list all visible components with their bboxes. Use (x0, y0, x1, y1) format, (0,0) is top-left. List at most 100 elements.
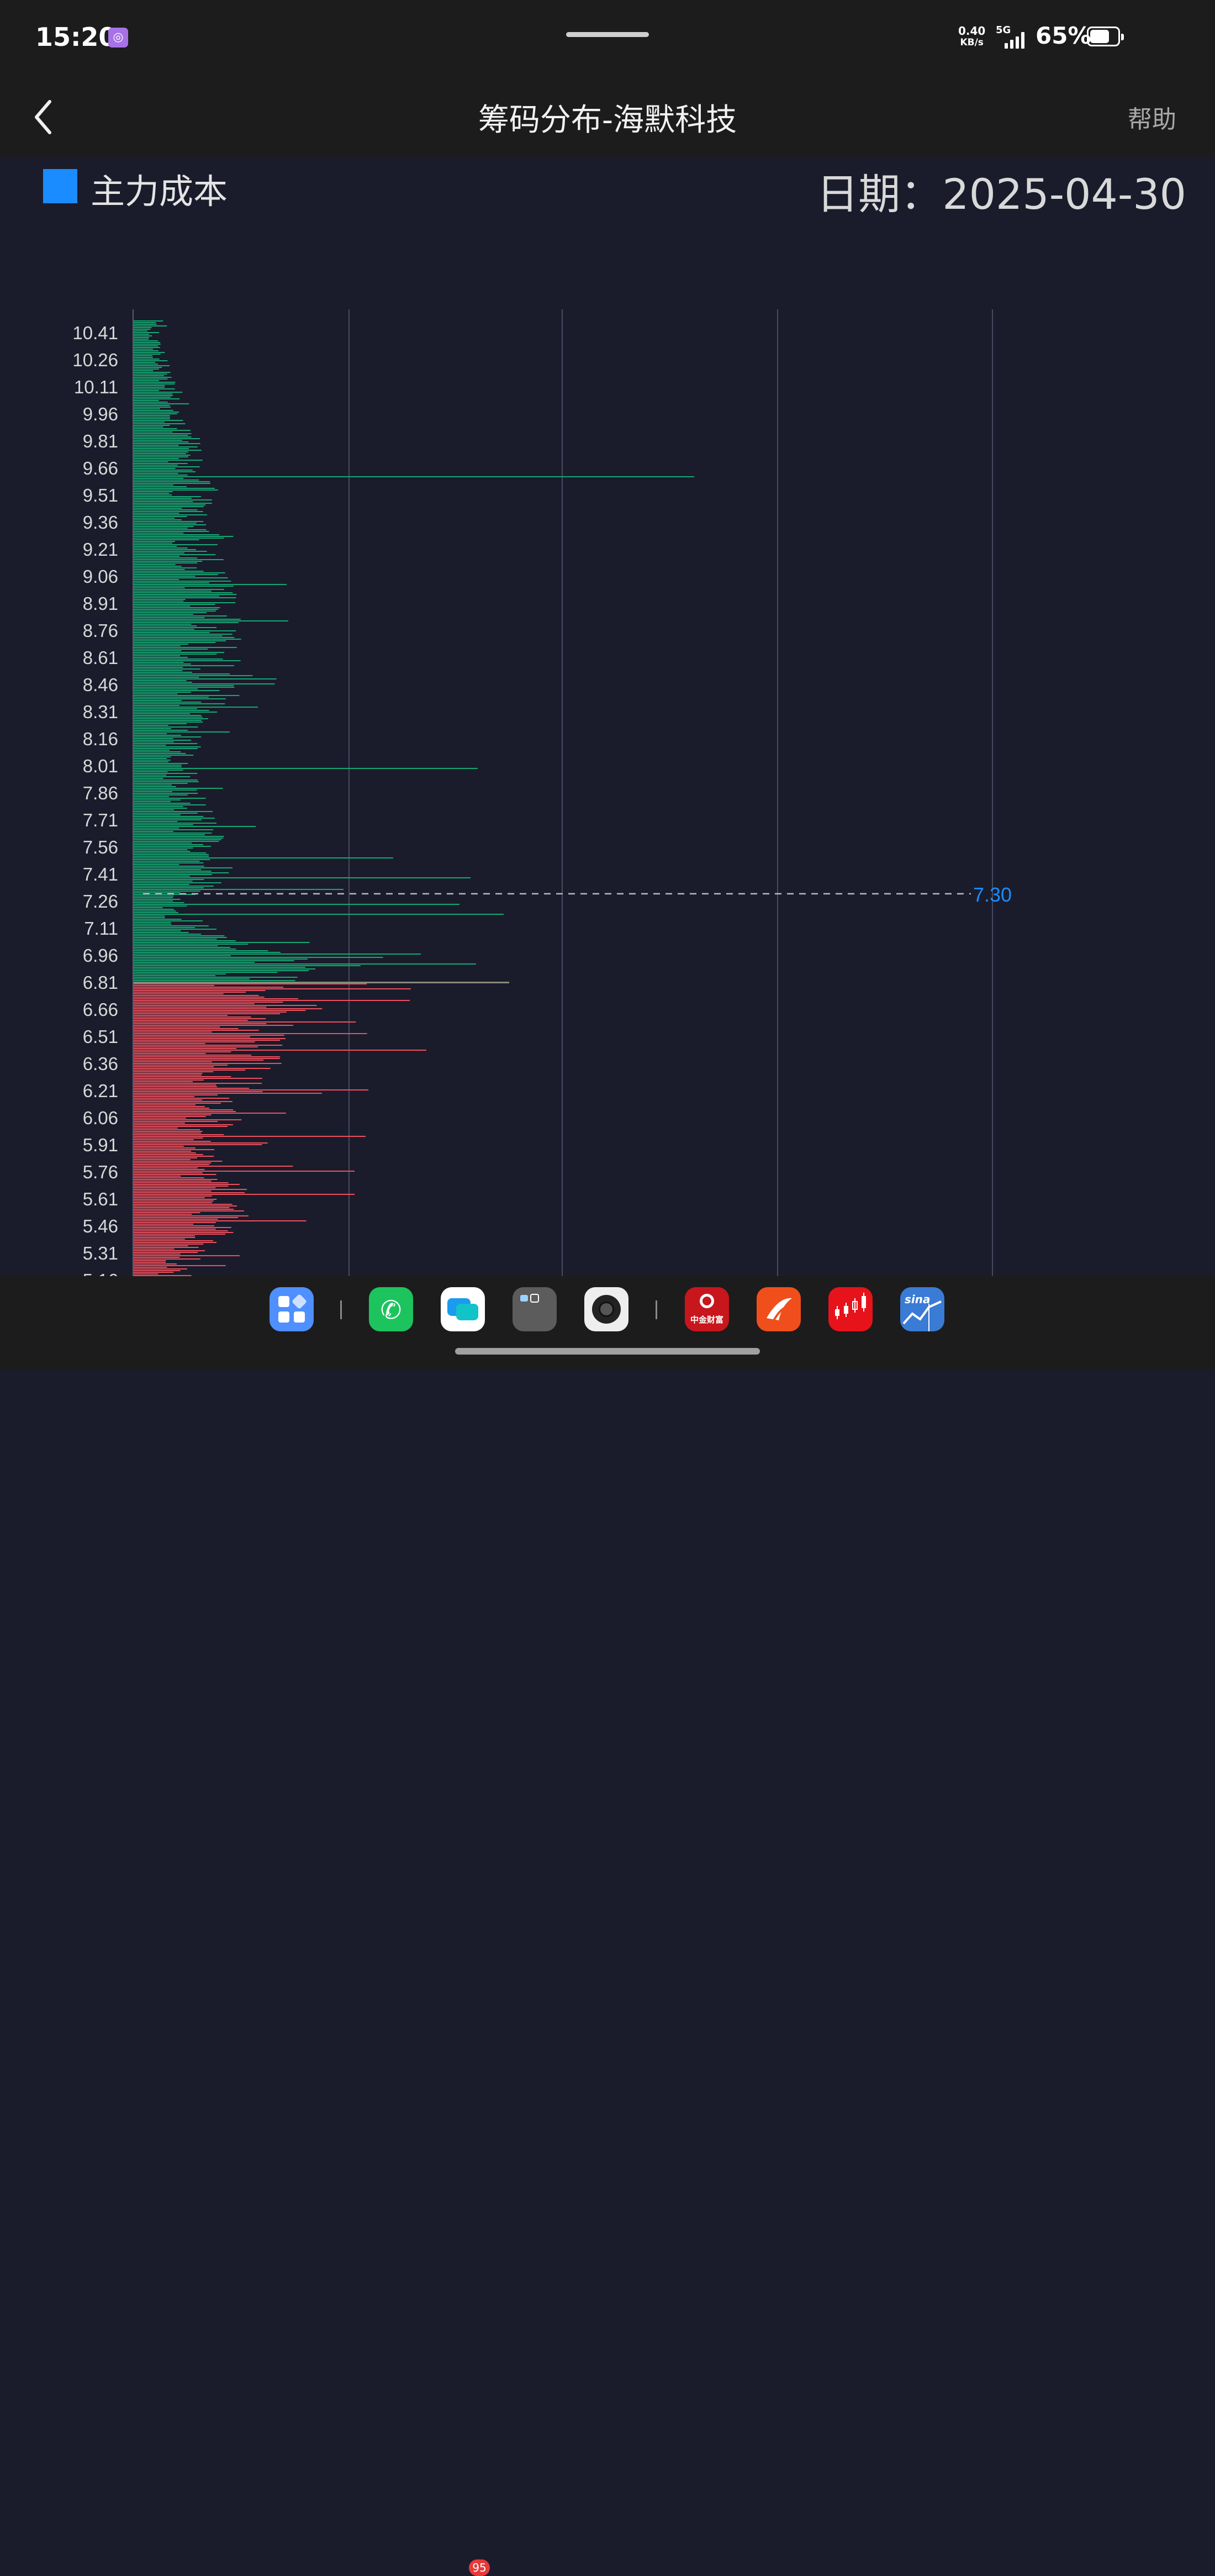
chip-bar (134, 745, 166, 746)
chip-bar (134, 1078, 262, 1079)
chip-bar (134, 484, 174, 486)
chip-bar (134, 433, 192, 434)
cicc-wealth-label: 中金财富 (690, 1315, 723, 1325)
chip-bar (134, 793, 198, 794)
cicc-wealth-icon[interactable]: 中金财富 (685, 1287, 729, 1331)
chip-bar (134, 1071, 214, 1072)
chip-bar (134, 702, 202, 703)
chip-bar (134, 417, 170, 418)
chip-bar (134, 400, 159, 401)
chip-bar (134, 1056, 281, 1057)
chip-bar (134, 1146, 184, 1147)
chip-bar (134, 988, 411, 989)
chip-bar (134, 960, 294, 961)
chip-bar (134, 579, 179, 580)
chip-bar (134, 382, 176, 383)
chip-bar (134, 599, 186, 600)
phone-icon[interactable]: ✆ (369, 1287, 413, 1331)
chip-bar (134, 1257, 180, 1258)
back-button[interactable] (29, 94, 67, 138)
current-price-line (134, 982, 509, 983)
chip-bar (134, 1255, 240, 1256)
y-tick-label: 10.41 (72, 323, 118, 343)
chip-bar (134, 909, 174, 910)
chip-bar (134, 1172, 203, 1173)
chip-bar (134, 403, 189, 404)
chip-bar (134, 877, 471, 878)
chip-bar (134, 1240, 213, 1241)
y-tick-label: 8.91 (83, 593, 118, 614)
messages-icon[interactable] (441, 1287, 485, 1331)
chip-bar (134, 675, 253, 676)
chip-bar (134, 1129, 200, 1130)
chip-bar (134, 917, 165, 918)
chip-bar (134, 1234, 226, 1235)
chip-bar (134, 589, 224, 590)
app-library-icon[interactable] (270, 1287, 314, 1331)
chip-bar (134, 1174, 216, 1175)
stock-chart-app-icon[interactable] (828, 1287, 873, 1331)
chip-bar (134, 451, 189, 452)
tools-folder-icon[interactable] (513, 1287, 557, 1331)
chip-bar (134, 372, 171, 373)
chip-bar (134, 983, 367, 984)
chip-bar (134, 829, 214, 830)
chip-bar (134, 1272, 174, 1273)
date-label: 日期：2025-04-30 (816, 170, 1186, 219)
chip-bar (134, 531, 209, 532)
chip-bar (134, 649, 208, 650)
chip-bar (134, 1197, 205, 1198)
chip-bar (134, 834, 205, 835)
chip-bar (134, 977, 298, 978)
chip-bar (134, 886, 214, 887)
chip-bar (134, 937, 227, 938)
chip-bar (134, 529, 207, 530)
chip-bar (134, 932, 189, 933)
chip-bar (134, 503, 212, 504)
chip-bar (134, 1209, 234, 1210)
chip-bar (134, 1040, 280, 1041)
eastmoney-logo-icon (767, 1298, 792, 1322)
chip-bar (134, 1083, 262, 1084)
chip-bar (134, 1215, 249, 1216)
chip-bar (134, 1214, 192, 1215)
chip-bar (134, 1041, 255, 1042)
chip-bar (134, 713, 191, 714)
camera-icon[interactable] (584, 1287, 628, 1331)
chip-bar (134, 395, 173, 396)
y-tick-label: 8.01 (83, 756, 118, 776)
chip-bar (134, 528, 188, 529)
chip-bar (134, 1212, 200, 1213)
chip-bar (134, 538, 224, 539)
chip-bar (134, 438, 200, 439)
chip-bar (134, 335, 152, 336)
chip-bar (134, 945, 218, 946)
chip-bar (134, 605, 191, 607)
chip-distribution-chart[interactable]: 10.41 10.26 10.11 9.96 9.81 9.66 9.51 9.36 9.21 9… (0, 298, 1215, 1276)
chip-bar (134, 768, 478, 769)
app-dock: ✆ 95 中金财富 sina (0, 1276, 1215, 2576)
sina-finance-icon[interactable]: sina (900, 1287, 944, 1331)
chip-bar (134, 408, 160, 409)
drag-handle[interactable] (566, 32, 649, 37)
chip-bar (134, 857, 393, 858)
chip-bar (134, 586, 234, 587)
chip-bar (134, 659, 223, 660)
chip-bar (134, 881, 193, 882)
chip-bar (134, 539, 199, 540)
home-indicator[interactable] (455, 1348, 760, 1355)
chip-bar (134, 422, 165, 423)
chip-bar (134, 516, 187, 517)
help-button[interactable]: 帮助 (1128, 106, 1176, 134)
y-tick-label: 9.51 (83, 485, 118, 505)
eastmoney-icon[interactable] (757, 1287, 801, 1331)
chip-bar (134, 861, 200, 862)
chip-bar (134, 725, 168, 726)
chip-bar (134, 862, 204, 863)
chip-bar (134, 1260, 166, 1261)
chip-bar (134, 480, 199, 481)
chip-bar (134, 811, 213, 812)
y-tick-label: 7.41 (83, 864, 118, 884)
chip-bar (134, 1162, 212, 1163)
chip-bar (134, 1250, 205, 1251)
